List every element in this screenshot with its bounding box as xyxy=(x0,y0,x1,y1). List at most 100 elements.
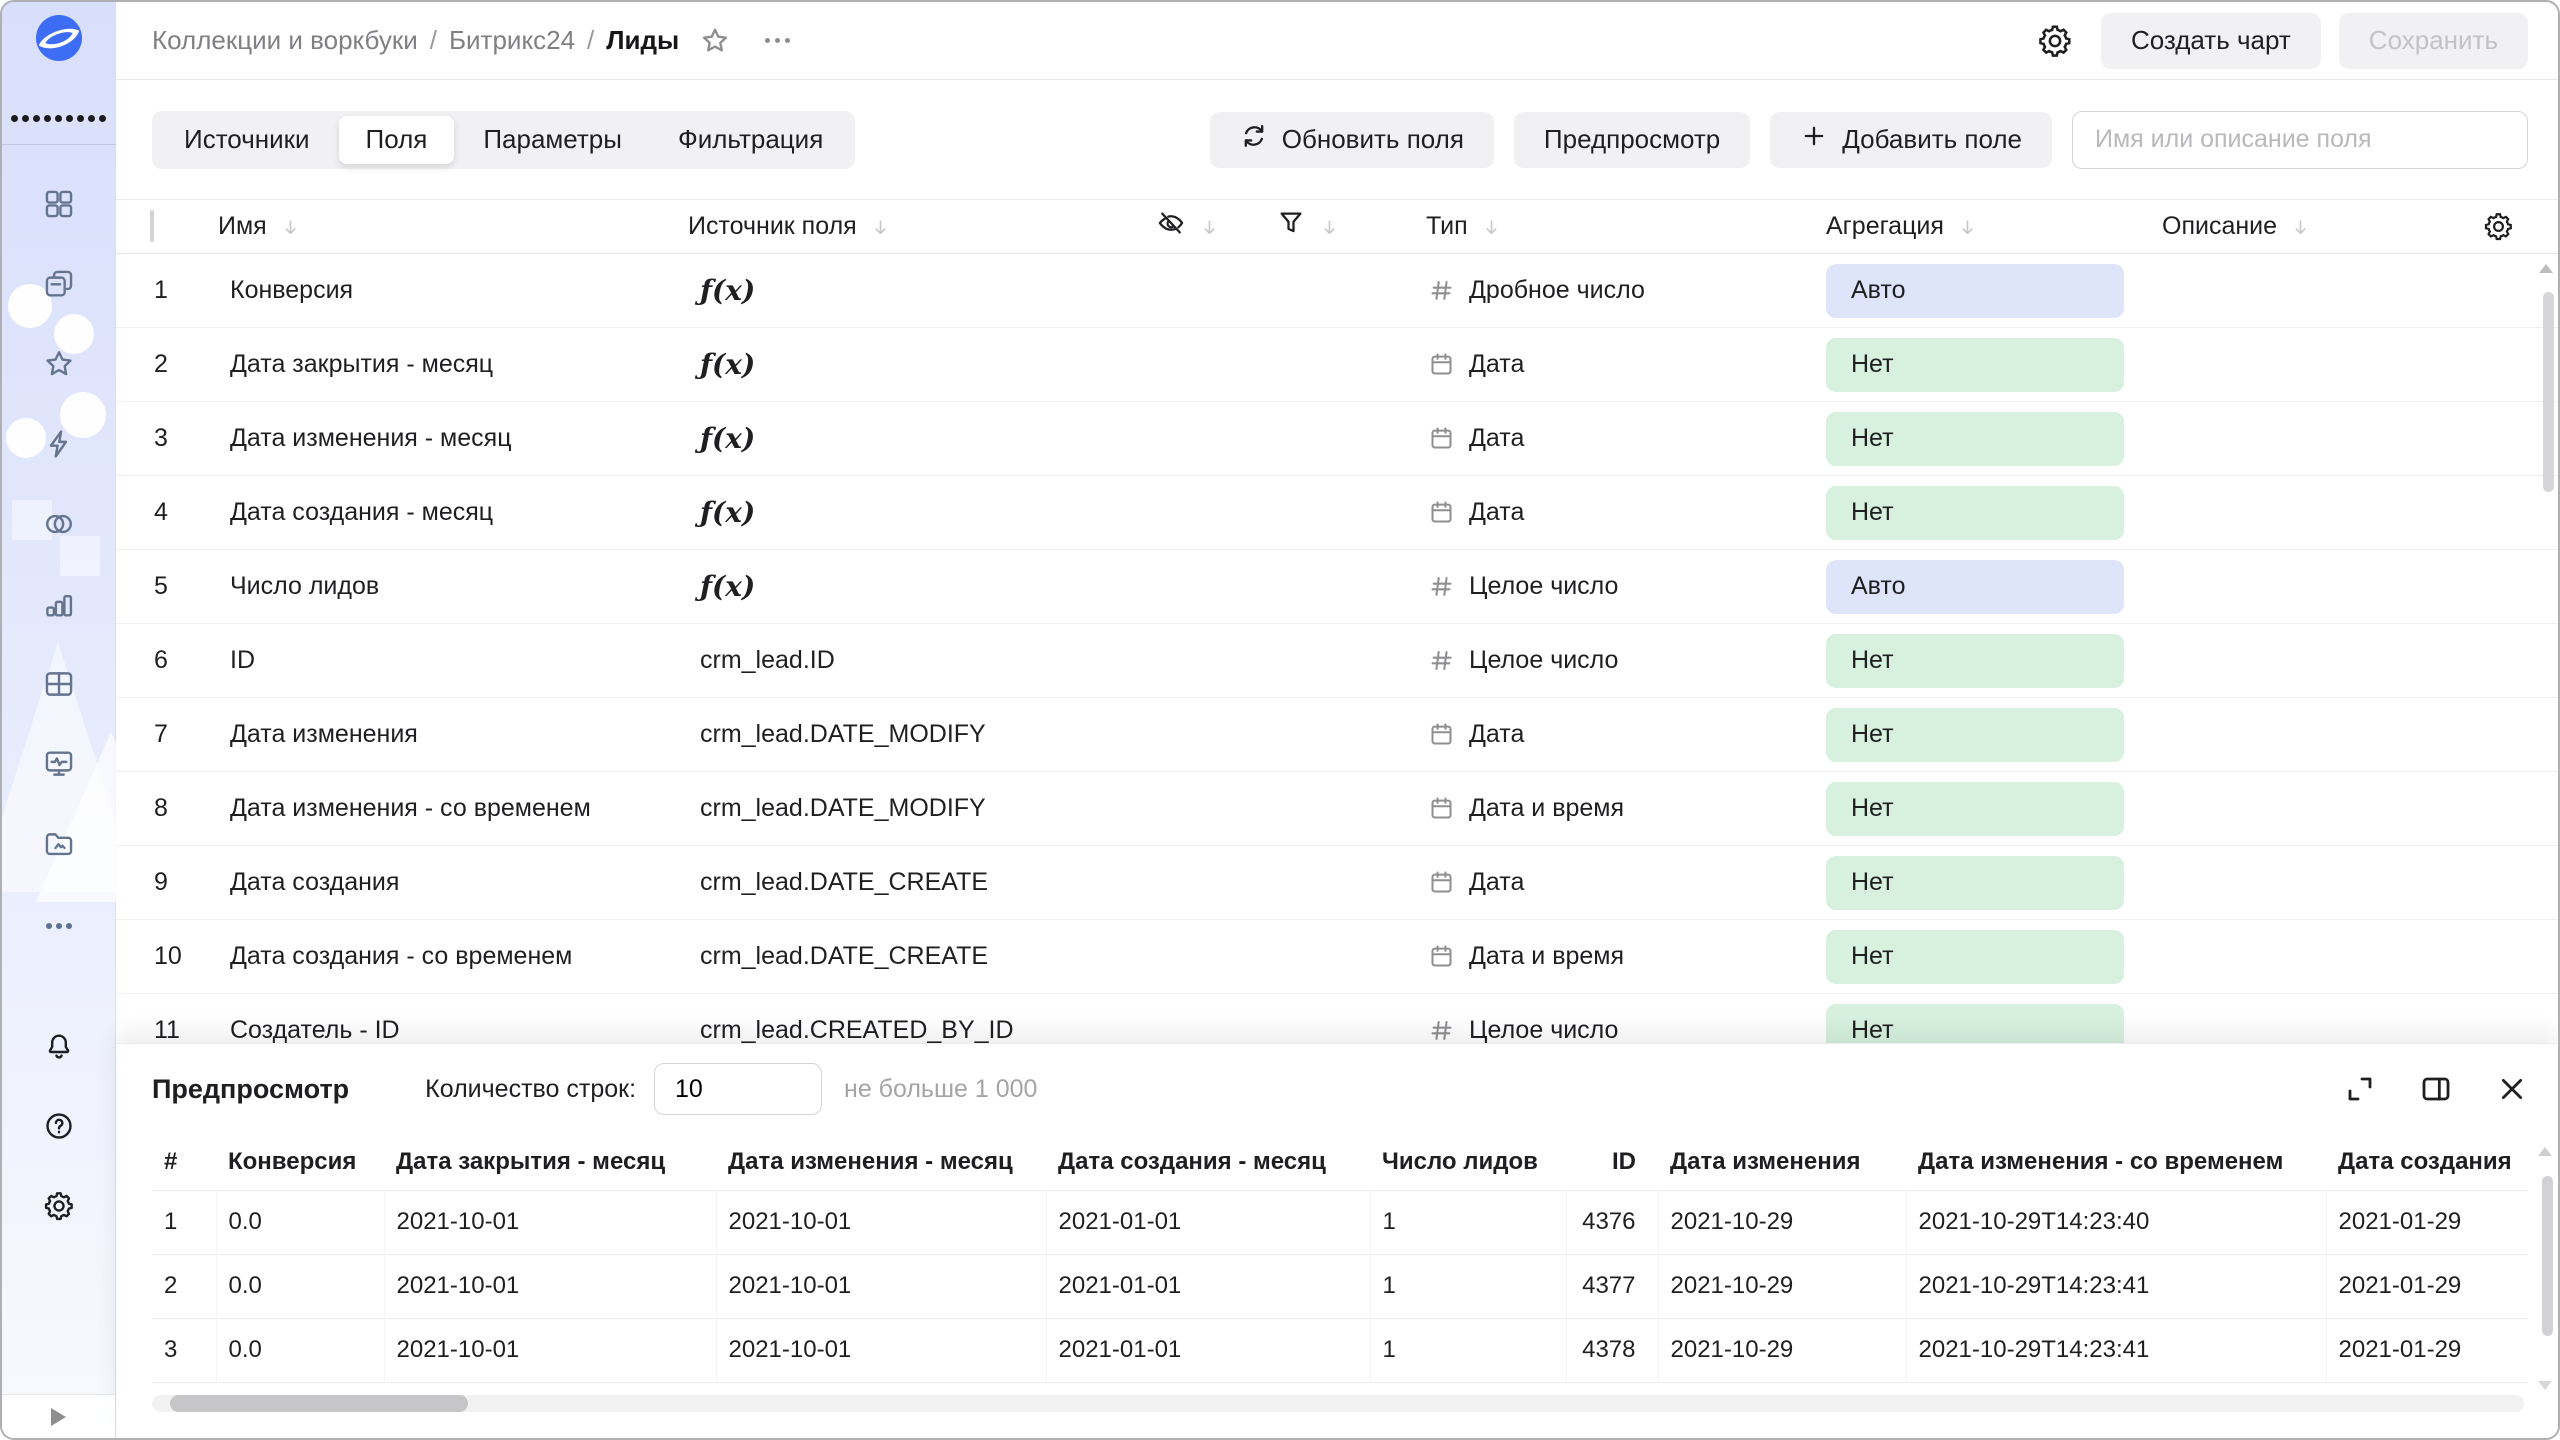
sidebar-item-datasets[interactable] xyxy=(42,509,76,543)
fields-scrollbar[interactable] xyxy=(2543,292,2554,492)
field-row-number: 4 xyxy=(154,498,168,526)
aggregation-select[interactable]: Нет xyxy=(1826,1003,2124,1043)
column-header-description[interactable]: Описание xyxy=(2138,212,2468,241)
column-header-aggregation[interactable]: Агрегация xyxy=(1826,212,2138,241)
aggregation-select[interactable]: Нет xyxy=(1826,485,2124,540)
preview-scrollbar[interactable] xyxy=(2542,1176,2553,1336)
field-row[interactable]: 10 Дата создания - со временем crm_lead.DA… xyxy=(116,920,2558,994)
field-type: Дата и время xyxy=(1426,794,1826,823)
column-header-filter[interactable] xyxy=(1276,208,1426,245)
settings-button[interactable] xyxy=(42,1191,76,1225)
sidebar-item-workbooks[interactable] xyxy=(42,269,76,303)
sidebar-expand-button[interactable] xyxy=(2,1394,115,1438)
preview-toggle-button[interactable]: Предпросмотр xyxy=(1513,111,1751,168)
close-preview-button[interactable] xyxy=(2496,1073,2528,1105)
preview-cell: 1 xyxy=(1369,1317,1566,1383)
field-row-number: 1 xyxy=(154,276,168,304)
column-header-hidden[interactable] xyxy=(1156,208,1276,245)
gear-icon xyxy=(43,1190,75,1227)
preview-scroll-up-arrow[interactable] xyxy=(2538,1147,2552,1156)
tab-filtering[interactable]: Фильтрация xyxy=(677,124,824,154)
field-row[interactable]: 5 Число лидов ƒ(x) Целое число Авто xyxy=(116,550,2558,624)
breadcrumb-workbook[interactable]: Битрикс24 xyxy=(448,25,576,55)
scroll-up-arrow[interactable] xyxy=(2539,264,2553,273)
field-source-formula[interactable]: ƒ(x) xyxy=(700,422,756,455)
horizontal-scrollbar-track[interactable] xyxy=(152,1395,2524,1412)
add-field-button[interactable]: Добавить поле xyxy=(1770,111,2052,168)
sidebar-item-storage[interactable] xyxy=(42,829,76,863)
play-icon xyxy=(51,1407,66,1426)
aggregation-select[interactable]: Нет xyxy=(1826,855,2124,910)
sidebar-item-favorites[interactable] xyxy=(42,349,76,383)
aggregation-select[interactable]: Авто xyxy=(1826,559,2124,614)
breadcrumb-collections[interactable]: Коллекции и воркбуки xyxy=(152,25,418,55)
sidebar-item-more[interactable] xyxy=(42,909,76,943)
field-name: Число лидов xyxy=(230,572,380,600)
sidebar-item-connections[interactable] xyxy=(42,429,76,463)
expand-preview-button[interactable] xyxy=(2344,1073,2376,1105)
sidebar-item-monitoring[interactable] xyxy=(42,749,76,783)
breadcrumb: Коллекции и воркбуки / Битрикс24 / Лиды xyxy=(152,25,679,56)
field-row[interactable]: 4 Дата создания - месяц ƒ(x) Дата Нет xyxy=(116,476,2558,550)
sidebar-item-charts[interactable] xyxy=(42,589,76,623)
preview-cell: 2021-10-01 xyxy=(715,1253,1046,1318)
aggregation-select[interactable]: Нет xyxy=(1826,929,2124,984)
tab-bar: Источники Поля Параметры Фильтрация xyxy=(152,110,856,169)
help-button[interactable] xyxy=(42,1111,76,1145)
row-count-input[interactable] xyxy=(654,1063,823,1115)
field-source: crm_lead.CREATED_BY_ID xyxy=(700,1016,1014,1043)
preview-column-header: Дата изменения - со временем xyxy=(1918,1147,2284,1175)
refresh-fields-label: Обновить поля xyxy=(1281,124,1464,154)
field-row[interactable]: 6 ID crm_lead.ID Целое число Нет xyxy=(116,624,2558,698)
field-row[interactable]: 2 Дата закрытия - месяц ƒ(x) Дата Нет xyxy=(116,328,2558,402)
apps-grid-button[interactable] xyxy=(11,115,106,122)
table-settings-button[interactable] xyxy=(2468,211,2528,242)
aggregation-select[interactable]: Нет xyxy=(1826,411,2124,466)
sidebar-item-collections[interactable] xyxy=(42,189,76,223)
hash-icon xyxy=(1426,1017,1456,1043)
field-source-formula[interactable]: ƒ(x) xyxy=(700,274,756,307)
preview-scroll-down-arrow[interactable] xyxy=(2538,1381,2552,1390)
field-row[interactable]: 7 Дата изменения crm_lead.DATE_MODIFY Дата Н… xyxy=(116,698,2558,772)
field-row[interactable]: 11 Создатель - ID crm_lead.CREATED_BY_ID Це… xyxy=(116,994,2558,1043)
field-source-formula[interactable]: ƒ(x) xyxy=(700,570,756,603)
sort-arrow-icon xyxy=(280,216,301,237)
aggregation-select[interactable]: Нет xyxy=(1826,633,2124,688)
column-header-type[interactable]: Тип xyxy=(1426,212,1826,241)
preview-cell: 2021-10-01 xyxy=(383,1317,716,1383)
refresh-fields-button[interactable]: Обновить поля xyxy=(1209,111,1494,168)
tab-fields[interactable]: Поля xyxy=(338,115,455,164)
notifications-button[interactable] xyxy=(42,1031,76,1065)
field-row-number: 2 xyxy=(154,350,168,378)
sort-arrow-icon xyxy=(1199,216,1220,237)
tab-sources[interactable]: Источники xyxy=(184,124,310,154)
dataset-settings-button[interactable] xyxy=(2035,21,2075,61)
column-header-source[interactable]: Источник поля xyxy=(688,212,1156,241)
field-source-formula[interactable]: ƒ(x) xyxy=(700,348,756,381)
field-row[interactable]: 9 Дата создания crm_lead.DATE_CREATE Дата Не… xyxy=(116,846,2558,920)
field-source-formula[interactable]: ƒ(x) xyxy=(700,496,756,529)
field-type: Целое число xyxy=(1426,646,1826,675)
aggregation-select[interactable]: Авто xyxy=(1826,263,2124,318)
field-row[interactable]: 1 Конверсия ƒ(x) Дробное число Авто xyxy=(116,254,2558,328)
favorite-star-button[interactable] xyxy=(699,25,731,57)
horizontal-scrollbar-thumb[interactable] xyxy=(170,1395,468,1412)
field-row[interactable]: 3 Дата изменения - месяц ƒ(x) Дата Нет xyxy=(116,402,2558,476)
field-type: Дата xyxy=(1426,424,1826,453)
more-actions-button[interactable] xyxy=(761,30,794,51)
field-search-input[interactable] xyxy=(2072,110,2528,169)
column-header-name[interactable]: Имя xyxy=(218,212,688,241)
sidebar-item-dashboards[interactable] xyxy=(42,669,76,703)
create-chart-button[interactable]: Создать чарт xyxy=(2100,12,2321,69)
split-panel-button[interactable] xyxy=(2420,1073,2452,1105)
aggregation-select[interactable]: Нет xyxy=(1826,707,2124,762)
tab-parameters[interactable]: Параметры xyxy=(483,124,622,154)
save-button[interactable]: Сохранить xyxy=(2338,12,2528,69)
aggregation-select[interactable]: Нет xyxy=(1826,337,2124,392)
field-row[interactable]: 8 Дата изменения - со временем crm_lead.DA… xyxy=(116,772,2558,846)
select-all-checkbox[interactable] xyxy=(150,210,154,242)
datalens-logo-icon[interactable] xyxy=(35,15,82,61)
field-type: Дата xyxy=(1426,720,1826,749)
aggregation-select[interactable]: Нет xyxy=(1826,781,2124,836)
calendar-icon xyxy=(1426,795,1456,822)
